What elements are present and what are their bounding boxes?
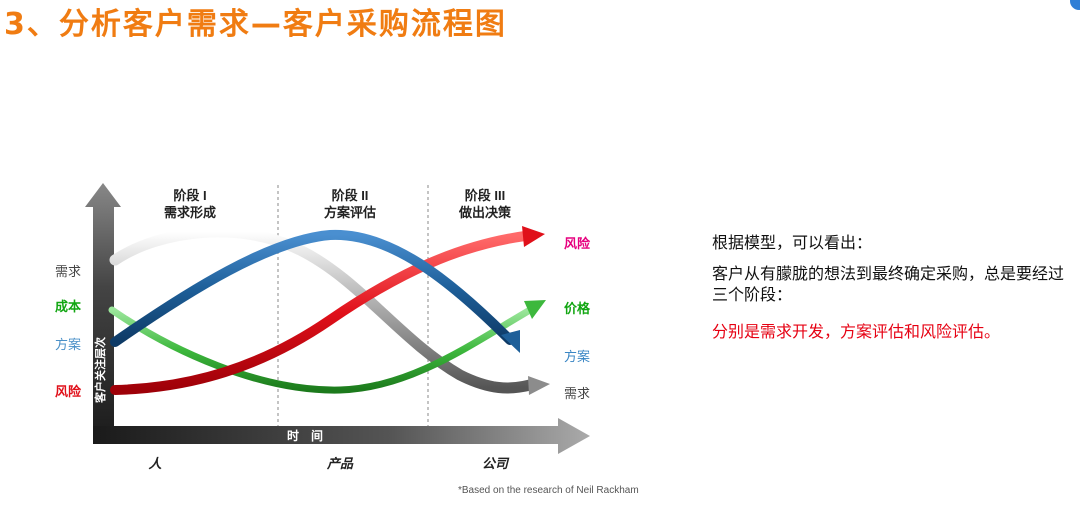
bottom-label-company: 公司 (482, 456, 510, 471)
risk-curve (110, 231, 530, 395)
left-label-solution: 方案 (55, 337, 81, 352)
need-arrowhead (528, 376, 550, 395)
right-label-risk: 风险 (564, 236, 591, 251)
risk-arrowhead (522, 226, 545, 247)
phase-subtitle-1: 需求形成 (164, 205, 216, 220)
left-label-need: 需求 (55, 264, 81, 279)
x-axis-label: 时 间 (287, 428, 323, 443)
need-curve (109, 226, 536, 394)
price-curve (108, 306, 534, 394)
phase-title-2: 阶段 II (332, 188, 369, 203)
corner-badge-icon (1070, 0, 1080, 10)
y-axis-arrow (85, 183, 121, 444)
bottom-label-product: 产品 (326, 456, 354, 471)
explanation-line-2: 客户从有朦胧的想法到最终确定采购，总是要经过三个阶段： (712, 264, 1065, 304)
left-label-cost: 成本 (55, 299, 81, 314)
footnote: *Based on the research of Neil Rackham (458, 485, 639, 496)
y-axis-label: 客户关注层次 (93, 337, 107, 404)
phase-title-3: 阶段 III (465, 188, 505, 203)
right-label-solution: 方案 (564, 349, 590, 364)
phase-subtitle-2: 方案评估 (324, 205, 376, 220)
solution-curve (110, 229, 515, 347)
solution-arrowhead (501, 330, 520, 353)
phase-subtitle-3: 做出决策 (458, 205, 512, 220)
price-arrowhead (524, 300, 546, 319)
bottom-label-person: 人 (148, 456, 162, 471)
explanation-line-3: 分别是需求开发，方案评估和风险评估。 (712, 322, 1001, 341)
explanation-line-1: 根据模型，可以看出： (712, 233, 873, 252)
right-label-need: 需求 (564, 386, 590, 401)
right-label-price: 价格 (564, 301, 591, 316)
left-label-risk: 风险 (55, 384, 82, 399)
explanation-panel: 根据模型，可以看出： 客户从有朦胧的想法到最终确定采购，总是要经过三个阶段： 分… (712, 232, 1074, 352)
buying-process-diagram: 客户关注层次 时 间 阶段 I 需求形成 阶段 II 方案评估 阶段 III 做… (55, 183, 639, 496)
page-title: 3、分析客户需求—客户采购流程图 (4, 7, 507, 42)
x-axis-arrow (93, 418, 590, 454)
phase-title-1: 阶段 I (173, 188, 206, 203)
